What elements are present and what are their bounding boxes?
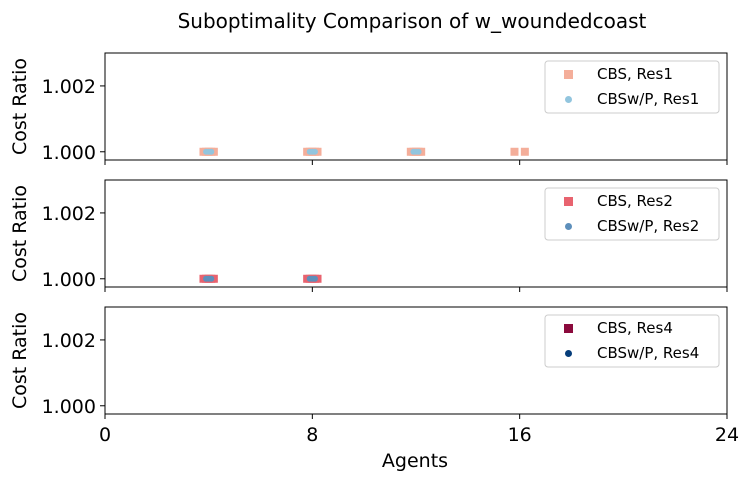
x-axis-label: Agents: [382, 450, 448, 472]
legend-entry-label: CBS, Res1: [597, 65, 673, 83]
data-point-square: [510, 147, 519, 156]
legend: CBS, Res2 CBSw/P, Res2: [544, 187, 720, 241]
legend: CBS, Res4 CBSw/P, Res4: [544, 314, 720, 368]
axes-frame: [104, 179, 728, 288]
data-point-circle: [311, 275, 318, 282]
legend-marker-square: [564, 324, 573, 333]
data-point-circle: [415, 148, 422, 155]
legend-marker-square: [564, 70, 573, 79]
legend-box: [544, 187, 720, 241]
legend-marker-circle: [565, 223, 572, 230]
y-axis-label: Cost Ratio: [9, 58, 31, 155]
y-axis-label: Cost Ratio: [9, 185, 31, 282]
y-tick-label: 1.002: [42, 76, 96, 98]
legend: CBS, Res1 CBSw/P, Res1: [544, 60, 720, 114]
y-tick-label: 1.000: [42, 396, 96, 418]
axes-frame: [104, 52, 728, 161]
panels: 1.000 1.002 Cost Ratio CBS, Res1 CBSw/P, Res…: [9, 52, 739, 446]
y-tick-label: 1.000: [42, 269, 96, 291]
legend-entry-label: CBSw/P, Res4: [597, 344, 699, 362]
panel-1: 1.000 1.002 Cost Ratio CBS, Res1 CBSw/P, Res…: [9, 52, 728, 165]
legend-marker-circle: [565, 96, 572, 103]
y-tick-label: 1.002: [42, 203, 96, 225]
data-point-circle: [311, 148, 318, 155]
x-tick-label: 8: [306, 424, 318, 446]
legend-entry-label: CBS, Res2: [597, 192, 673, 210]
x-tick-label: 16: [508, 424, 532, 446]
data-point-circle: [208, 275, 215, 282]
legend-entry-label: CBSw/P, Res1: [597, 90, 699, 108]
chart-title: Suboptimality Comparison of w_woundedcoa…: [178, 9, 647, 33]
legend-entry-label: CBSw/P, Res2: [597, 217, 699, 235]
y-axis-label: Cost Ratio: [9, 312, 31, 409]
legend-entry-label: CBS, Res4: [597, 319, 673, 337]
panel-2: 1.000 1.002 Cost Ratio CBS, Res2 CBSw/P, Res…: [9, 179, 728, 292]
panel-3: 1.000 1.002 0 8 16 24 Cost Ratio CBS, Res4 CBSw/…: [9, 306, 739, 446]
y-tick-label: 1.002: [42, 330, 96, 352]
x-tick-label: 0: [99, 424, 111, 446]
legend-marker-square: [564, 197, 573, 206]
x-tick-label: 24: [715, 424, 739, 446]
data-point-square: [520, 147, 529, 156]
y-tick-label: 1.000: [42, 142, 96, 164]
axes-frame: [104, 306, 728, 415]
legend-box: [544, 60, 720, 114]
legend-marker-circle: [565, 350, 572, 357]
legend-box: [544, 314, 720, 368]
data-point-circle: [208, 148, 215, 155]
